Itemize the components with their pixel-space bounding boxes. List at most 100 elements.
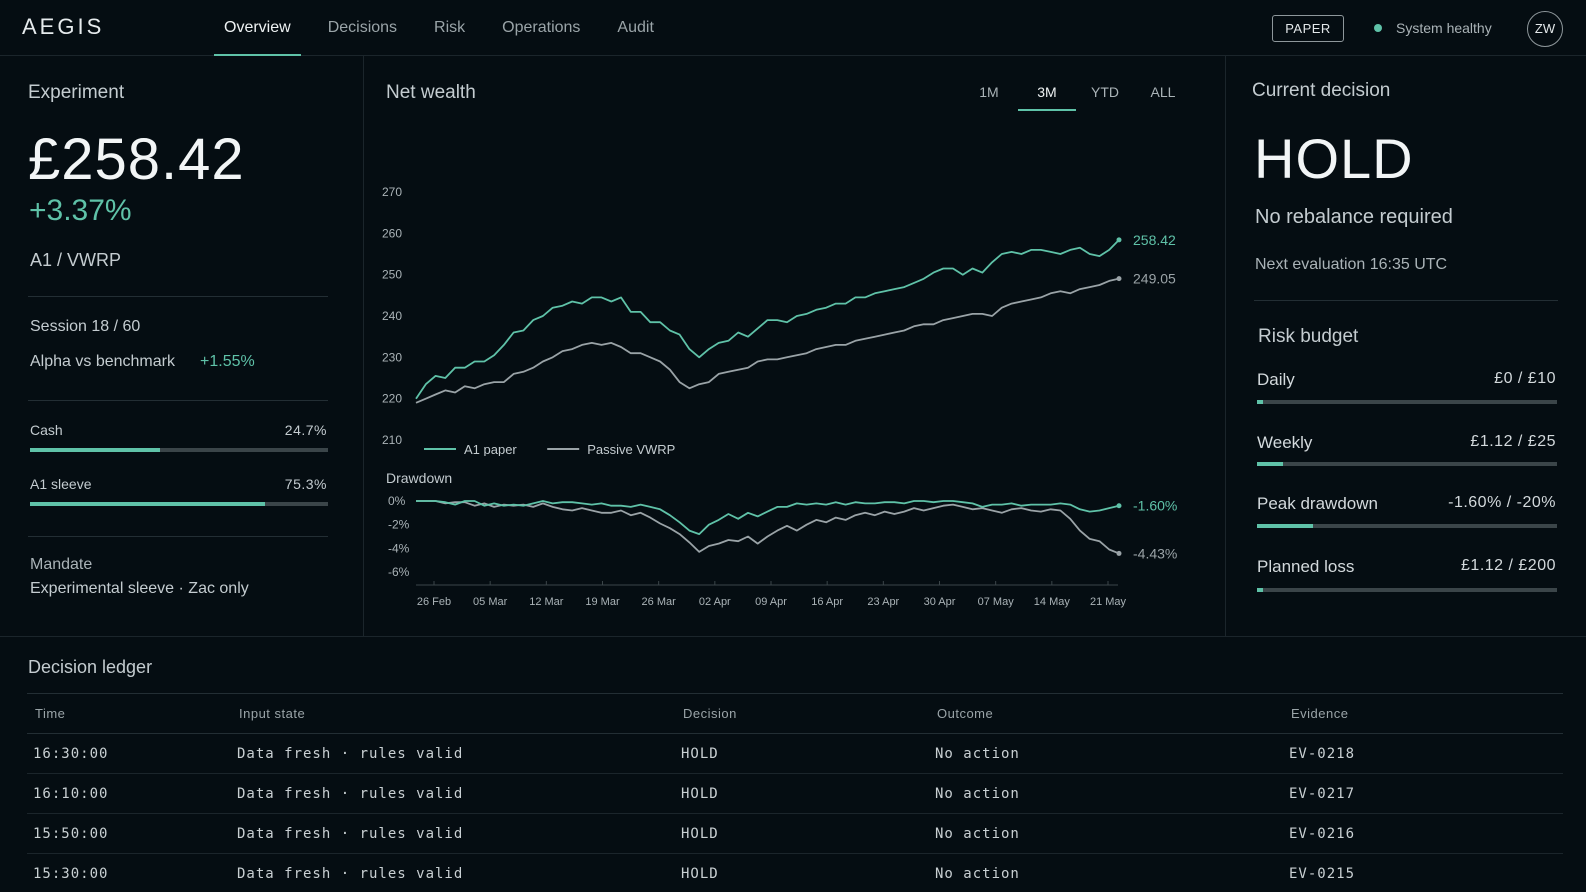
series-end-label: 249.05 [1133, 271, 1176, 287]
col-time[interactable]: Time [27, 693, 231, 734]
session-count: Session 18 / 60 [30, 318, 141, 335]
system-status: System healthy [1396, 20, 1492, 36]
range-tab-all[interactable]: ALL [1150, 84, 1176, 100]
cell-evidence[interactable]: EV-0215 [1283, 853, 1563, 892]
cell-time: 15:30:00 [27, 853, 231, 892]
a1-sleeve-bar-fill [30, 502, 266, 506]
table-row[interactable]: 15:30:00 Data fresh · rules valid HOLD N… [27, 853, 1563, 892]
nav-tab-operations[interactable]: Operations [502, 19, 581, 36]
x-tick-label: 05 Mar [473, 596, 508, 608]
x-tick-label: 21 May [1090, 596, 1127, 608]
cell-input-state: Data fresh · rules valid [231, 773, 675, 814]
nav-tab-risk[interactable]: Risk [434, 19, 466, 36]
range-tab-1m[interactable]: 1M [979, 84, 999, 100]
alpha-value: +1.55% [200, 353, 255, 370]
y-tick-label: 230 [382, 350, 402, 364]
cell-input-state: Data fresh · rules valid [231, 733, 675, 774]
y-tick-label: 260 [382, 226, 402, 240]
col-outcome[interactable]: Outcome [929, 693, 1283, 734]
risk-daily-value: £0 / £10 [1494, 370, 1556, 387]
nav-tab-audit[interactable]: Audit [617, 19, 654, 36]
x-tick-label: 23 Apr [867, 596, 899, 608]
series-end-point [1116, 276, 1122, 282]
divider [1254, 300, 1558, 301]
divider [28, 400, 328, 401]
net-wealth-title: Net wealth [386, 82, 476, 103]
series-line-a1-paper[interactable] [415, 239, 1120, 400]
risk-weekly-bar [1257, 462, 1557, 466]
risk-weekly-value: £1.12 / £25 [1470, 433, 1556, 450]
cell-outcome: No action [929, 813, 1283, 854]
drawdown-title: Drawdown [386, 470, 453, 486]
series-end-point [1116, 550, 1122, 556]
range-tab-3m[interactable]: 3M [1018, 76, 1076, 111]
series-end-label: -1.60% [1133, 498, 1177, 514]
x-tick-label: 30 Apr [924, 596, 956, 608]
current-decision-value: HOLD [1254, 127, 1414, 190]
net-wealth-panel: Net wealth 1M 3M YTD ALL 270 260 250 240 230… [364, 56, 1226, 636]
x-tick-label: 14 May [1034, 596, 1071, 608]
a1-sleeve-label: A1 sleeve [30, 476, 92, 492]
main-nav: Overview Decisions Risk Operations Audit [214, 0, 681, 56]
legend-label[interactable]: Passive VWRP [587, 442, 675, 456]
risk-peak-drawdown-bar-fill [1257, 524, 1313, 528]
series-end-label: 258.42 [1133, 232, 1176, 248]
range-tabs: 1M 3M YTD ALL [960, 76, 1192, 111]
divider [28, 536, 328, 537]
nav-tab-overview[interactable]: Overview [214, 0, 301, 56]
risk-daily-label: Daily [1257, 370, 1295, 389]
series-line-passive-vwrp[interactable] [416, 500, 1120, 555]
experiment-change: +3.37% [29, 194, 132, 227]
decision-panel: Current decision HOLD No rebalance requi… [1226, 56, 1586, 636]
mandate-text: Experimental sleeve · Zac only [30, 580, 249, 597]
nav-tab-decisions[interactable]: Decisions [327, 19, 398, 36]
series-end-label: -4.43% [1133, 545, 1177, 561]
series-end-point [1116, 237, 1122, 243]
col-decision[interactable]: Decision [675, 693, 929, 734]
y-tick-label: 270 [382, 185, 402, 199]
divider [28, 296, 328, 297]
paper-mode-badge[interactable]: PAPER [1272, 15, 1344, 42]
risk-planned-loss-bar-fill [1257, 588, 1263, 592]
drawdown-chart[interactable]: 0% -2% -4% -6% 26 Feb 05 Mar 12 Mar 19 Mar 26 Ma… [364, 488, 1226, 628]
cell-decision: HOLD [675, 733, 929, 774]
a1-sleeve-value: 75.3% [284, 476, 327, 492]
table-row[interactable]: 16:10:00 Data fresh · rules valid HOLD N… [27, 773, 1563, 814]
y-tick-label: -2% [388, 518, 410, 532]
risk-planned-loss-bar [1257, 588, 1557, 592]
risk-daily-bar-fill [1257, 400, 1263, 404]
cell-decision: HOLD [675, 853, 929, 892]
cell-input-state: Data fresh · rules valid [231, 813, 675, 854]
col-input-state[interactable]: Input state [231, 693, 675, 734]
risk-weekly-bar-fill [1257, 462, 1283, 466]
y-tick-label: -4% [388, 541, 410, 555]
col-evidence[interactable]: Evidence [1283, 693, 1563, 734]
legend-label[interactable]: A1 paper [464, 442, 517, 456]
status-dot-icon [1374, 24, 1382, 32]
cell-time: 16:10:00 [27, 773, 231, 814]
cash-bar [30, 448, 328, 452]
y-tick-label: 0% [388, 494, 406, 508]
cell-evidence[interactable]: EV-0218 [1283, 733, 1563, 774]
cell-evidence[interactable]: EV-0216 [1283, 813, 1563, 854]
table-row[interactable]: 15:50:00 Data fresh · rules valid HOLD N… [27, 813, 1563, 854]
series-line-a1-paper[interactable] [416, 500, 1120, 535]
cell-evidence[interactable]: EV-0217 [1283, 773, 1563, 814]
cell-outcome: No action [929, 773, 1283, 814]
cell-time: 15:50:00 [27, 813, 231, 854]
risk-budget-title: Risk budget [1258, 326, 1359, 347]
current-decision-title: Current decision [1252, 80, 1391, 101]
cash-value: 24.7% [284, 422, 327, 438]
app-logo[interactable]: AEGIS [22, 14, 105, 39]
y-tick-label: 220 [382, 392, 402, 406]
range-tab-ytd[interactable]: YTD [1091, 84, 1119, 100]
x-tick-label: 09 Apr [755, 596, 787, 608]
cash-label: Cash [30, 422, 63, 438]
experiment-pair: A1 / VWRP [30, 250, 122, 270]
series-line-passive-vwrp[interactable] [415, 277, 1120, 404]
ledger-table: Time Input state Decision Outcome Eviden… [27, 693, 1563, 892]
alpha-label: Alpha vs benchmark [30, 353, 175, 370]
table-row[interactable]: 16:30:00 Data fresh · rules valid HOLD N… [27, 733, 1563, 774]
user-avatar[interactable]: ZW [1527, 11, 1563, 47]
